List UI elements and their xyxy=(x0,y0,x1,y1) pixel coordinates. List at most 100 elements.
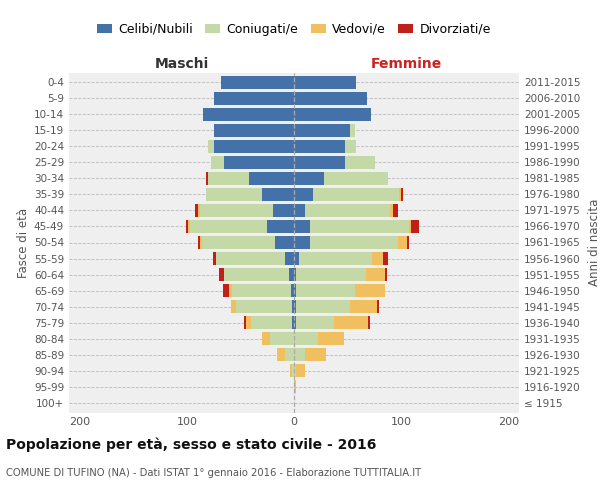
Bar xyxy=(275,236,294,249)
Bar xyxy=(289,268,294,281)
Bar xyxy=(294,236,310,249)
Bar xyxy=(291,284,294,297)
Bar xyxy=(277,348,286,362)
Bar xyxy=(350,300,377,313)
Bar xyxy=(262,188,294,201)
Bar xyxy=(296,300,350,313)
Bar xyxy=(203,108,294,121)
Bar xyxy=(401,188,403,201)
Bar xyxy=(411,220,419,233)
Bar xyxy=(305,204,391,217)
Bar xyxy=(296,284,355,297)
Bar xyxy=(294,76,356,88)
Bar xyxy=(317,332,344,345)
Bar xyxy=(294,284,296,297)
Bar xyxy=(294,108,371,121)
Bar xyxy=(377,300,379,313)
Bar xyxy=(299,252,372,265)
Bar xyxy=(206,172,208,185)
Bar xyxy=(392,204,398,217)
Bar xyxy=(372,252,383,265)
Bar xyxy=(294,380,296,394)
Bar xyxy=(355,284,385,297)
Bar xyxy=(197,204,200,217)
Bar xyxy=(313,188,399,201)
Bar xyxy=(296,316,334,330)
Bar xyxy=(294,140,346,153)
Bar xyxy=(383,252,388,265)
Bar xyxy=(294,172,324,185)
Bar xyxy=(244,316,246,330)
Bar xyxy=(292,300,294,313)
Text: Femmine: Femmine xyxy=(371,57,442,71)
Bar xyxy=(197,236,200,249)
Bar xyxy=(292,316,294,330)
Bar xyxy=(294,268,296,281)
Bar xyxy=(294,300,296,313)
Bar xyxy=(262,332,271,345)
Bar xyxy=(223,284,229,297)
Bar xyxy=(236,300,292,313)
Bar xyxy=(208,140,214,153)
Bar xyxy=(334,316,368,330)
Bar xyxy=(271,332,294,345)
Bar xyxy=(294,364,296,378)
Bar xyxy=(368,316,370,330)
Bar xyxy=(267,220,294,233)
Bar xyxy=(214,140,294,153)
Bar xyxy=(385,268,387,281)
Y-axis label: Anni di nascita: Anni di nascita xyxy=(587,199,600,286)
Bar xyxy=(272,204,294,217)
Bar xyxy=(346,140,356,153)
Bar xyxy=(294,220,310,233)
Bar xyxy=(294,188,313,201)
Text: COMUNE DI TUFINO (NA) - Dati ISTAT 1° gennaio 2016 - Elaborazione TUTTITALIA.IT: COMUNE DI TUFINO (NA) - Dati ISTAT 1° ge… xyxy=(6,468,421,477)
Bar xyxy=(251,316,292,330)
Bar xyxy=(398,236,407,249)
Bar xyxy=(294,252,299,265)
Bar xyxy=(216,252,286,265)
Bar xyxy=(292,364,294,378)
Bar xyxy=(391,204,392,217)
Bar xyxy=(286,348,294,362)
Bar xyxy=(324,172,388,185)
Bar xyxy=(366,268,385,281)
Bar xyxy=(294,204,305,217)
Bar xyxy=(188,220,190,233)
Bar xyxy=(294,316,296,330)
Bar xyxy=(221,76,294,88)
Bar xyxy=(246,316,251,330)
Bar xyxy=(206,188,262,201)
Bar xyxy=(208,172,249,185)
Legend: Celibi/Nubili, Coniugati/e, Vedovi/e, Divorziati/e: Celibi/Nubili, Coniugati/e, Vedovi/e, Di… xyxy=(92,18,496,40)
Bar xyxy=(305,348,326,362)
Bar xyxy=(296,268,366,281)
Bar xyxy=(214,92,294,104)
Y-axis label: Fasce di età: Fasce di età xyxy=(17,208,30,278)
Bar xyxy=(186,220,188,233)
Bar xyxy=(249,172,294,185)
Bar xyxy=(200,236,202,249)
Bar xyxy=(214,124,294,137)
Bar xyxy=(350,124,355,137)
Bar xyxy=(212,252,216,265)
Bar xyxy=(294,124,350,137)
Bar xyxy=(196,204,197,217)
Bar xyxy=(286,252,294,265)
Bar xyxy=(296,364,305,378)
Bar xyxy=(294,92,367,104)
Text: Maschi: Maschi xyxy=(154,57,209,71)
Bar xyxy=(231,300,236,313)
Bar xyxy=(294,156,346,169)
Text: Popolazione per età, sesso e stato civile - 2016: Popolazione per età, sesso e stato civil… xyxy=(6,438,376,452)
Bar xyxy=(224,156,294,169)
Bar xyxy=(399,188,401,201)
Bar xyxy=(202,236,275,249)
Bar xyxy=(294,348,305,362)
Bar xyxy=(409,220,411,233)
Bar xyxy=(294,332,317,345)
Bar xyxy=(224,268,289,281)
Bar xyxy=(407,236,409,249)
Bar xyxy=(310,220,409,233)
Bar xyxy=(310,236,398,249)
